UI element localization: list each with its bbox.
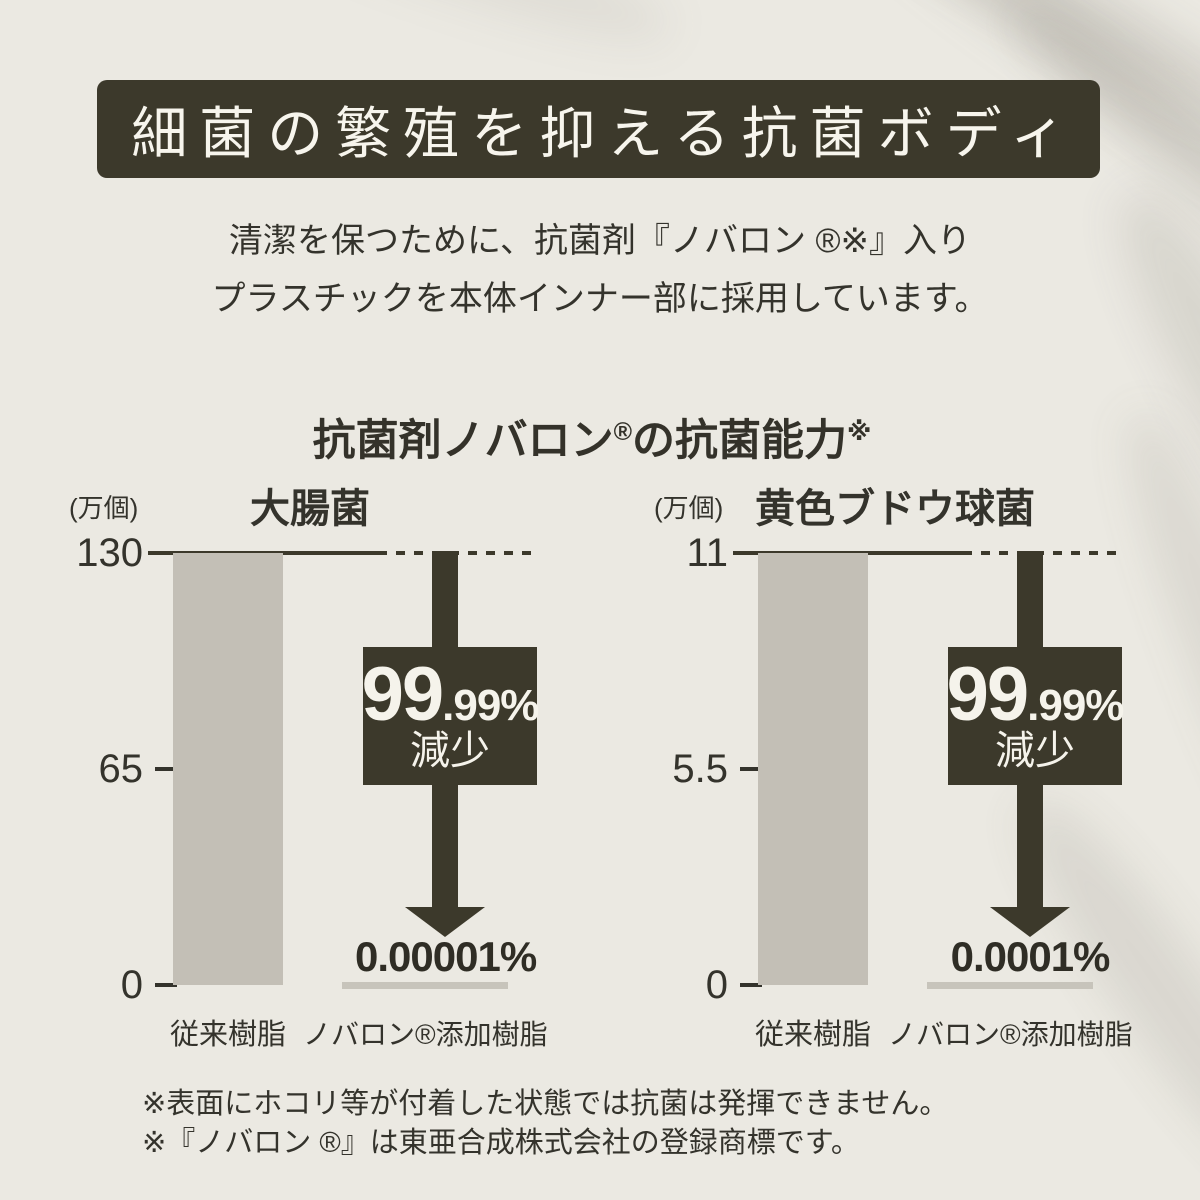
reduction-badge: 99.99% 減少 <box>362 647 540 785</box>
page-title-banner: 細菌の繁殖を抑える抗菌ボディ <box>97 80 1100 178</box>
bar-conventional-resin <box>758 553 868 985</box>
category-label-novaron: ノバロン®添加樹脂 <box>888 1019 1133 1050</box>
category-label-conventional: 従来樹脂 <box>754 1019 871 1051</box>
y-tick-label: 0 <box>705 963 728 1007</box>
result-value: 0.00001% <box>355 933 537 980</box>
reduction-percentage-big: 99 <box>361 651 445 737</box>
chart-staph: (万個) 黄色ブドウ球菌 11 5.5 0 99.99% 減少 0.0001% … <box>650 485 1185 1070</box>
y-tick-label: 65 <box>98 747 144 791</box>
section-title-text: 抗菌剤ノバロン <box>312 417 614 465</box>
reduction-percentage-small: .99% <box>442 680 539 730</box>
bar-novaron-resin <box>927 982 1093 989</box>
reduction-percentage: 99.99% <box>362 656 540 732</box>
chart-title: 大腸菌 <box>250 487 370 531</box>
y-tick-mark <box>740 983 762 987</box>
reduction-percentage: 99.99% <box>947 656 1125 732</box>
footnote-1: ※表面にホコリ等が付着した状態では抗菌は発揮できません。 <box>142 1088 949 1120</box>
down-arrow-icon <box>405 907 485 937</box>
section-title: 抗菌剤ノバロン®の抗菌能力※ <box>0 408 1184 465</box>
bar-novaron-resin <box>342 982 508 989</box>
registered-mark: ® <box>613 418 633 446</box>
y-tick-label: 11 <box>686 531 728 575</box>
reduction-caption: 減少 <box>410 728 490 773</box>
intro-text: 清潔を保つために、抗菌剤『ノバロン ®※』入り プラスチックを本体インナー部に採… <box>0 212 1200 328</box>
y-tick-mark <box>155 983 177 987</box>
y-tick-mark <box>740 767 762 771</box>
section-title-text: の抗菌能力 <box>632 417 848 465</box>
note-mark: ※ <box>847 418 872 446</box>
intro-line-2: プラスチックを本体インナー部に採用しています。 <box>211 280 989 318</box>
footnotes: ※表面にホコリ等が付着した状態では抗菌は発揮できません。 ※『ノバロン ®』は東… <box>142 1085 948 1163</box>
page-title: 細菌の繁殖を抑える抗菌ボディ <box>131 103 1078 166</box>
y-tick-label: 5.5 <box>672 747 728 791</box>
reduction-badge: 99.99% 減少 <box>947 647 1125 785</box>
intro-line-1: 清潔を保つために、抗菌剤『ノバロン ®※』入り <box>229 222 971 260</box>
y-tick-label: 130 <box>76 531 143 575</box>
y-tick-label: 0 <box>120 963 143 1007</box>
reduction-percentage-small: .99% <box>1027 680 1124 730</box>
y-tick-mark <box>155 767 177 771</box>
chart-title: 黄色ブドウ球菌 <box>755 487 1035 531</box>
result-value: 0.0001% <box>950 933 1111 980</box>
leaf-shadow <box>259 0 681 64</box>
down-arrow-icon <box>990 907 1070 937</box>
y-axis-unit-label: (万個) <box>69 493 139 523</box>
footnote-2: ※『ノバロン ®』は東亜合成株式会社の登録商標です。 <box>142 1127 860 1159</box>
bar-conventional-resin <box>173 553 283 985</box>
reduction-percentage-big: 99 <box>946 651 1030 737</box>
reduction-caption: 減少 <box>995 728 1075 773</box>
category-label-novaron: ノバロン®添加樹脂 <box>303 1019 548 1050</box>
category-label-conventional: 従来樹脂 <box>169 1019 286 1051</box>
y-axis-unit-label: (万個) <box>654 493 724 523</box>
chart-ecoli: (万個) 大腸菌 130 65 0 99.99% 減少 0.00001% 従来樹… <box>65 485 600 1070</box>
